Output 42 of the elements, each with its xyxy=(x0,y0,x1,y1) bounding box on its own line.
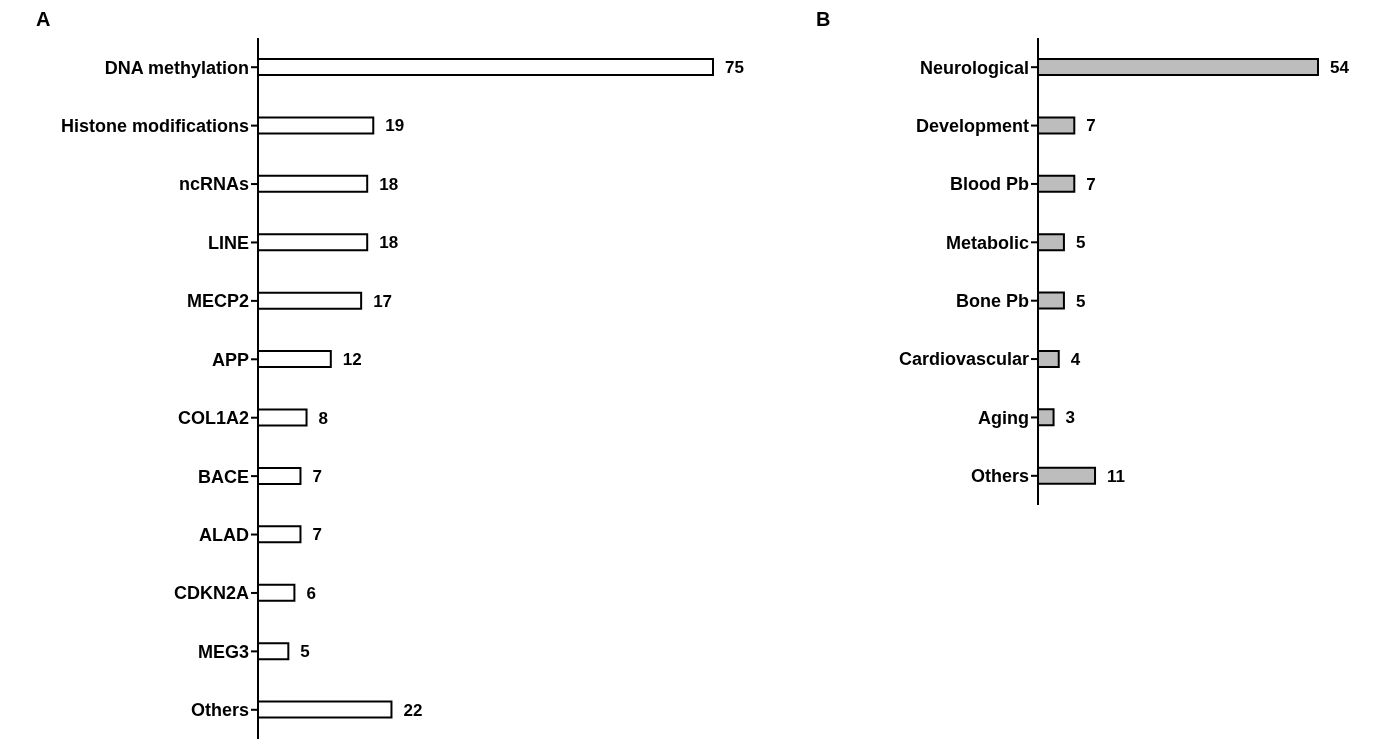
y-tick-label: MEG3 xyxy=(197,641,249,662)
data-label: 12 xyxy=(342,350,362,370)
y-tick-label: Development xyxy=(915,115,1029,136)
data-label: 5 xyxy=(300,642,310,662)
y-tick-label: BACE xyxy=(197,466,249,487)
text: B xyxy=(816,8,831,31)
y-tick-label: MECP2 xyxy=(186,291,249,312)
y-tick-label: ncRNAs xyxy=(178,174,249,195)
y-tick-label: Others xyxy=(970,466,1029,487)
data-label: 8 xyxy=(318,408,328,428)
data-label: 7 xyxy=(312,525,322,545)
y-tick-label: CDKN2A xyxy=(173,583,249,604)
y-tick-label: Metabolic xyxy=(945,232,1029,253)
y-tick-label: COL1A2 xyxy=(177,408,249,429)
y-tick-label: Others xyxy=(190,700,249,721)
data-label: 54 xyxy=(1330,58,1350,78)
data-label: 18 xyxy=(379,233,399,253)
y-tick-label: Blood Pb xyxy=(950,174,1029,195)
y-tick-label: DNA methylation xyxy=(104,57,249,78)
data-label: 6 xyxy=(306,583,316,603)
y-tick-label: LINE xyxy=(207,232,249,253)
data-label: 5 xyxy=(1075,291,1086,311)
data-label: 3 xyxy=(1065,408,1076,428)
data-label: 19 xyxy=(385,116,405,136)
data-label: 4 xyxy=(1070,349,1081,369)
y-tick-label: Cardiovascular xyxy=(898,349,1029,370)
y-tick-label: Bone Pb xyxy=(955,291,1029,312)
data-label: 22 xyxy=(403,700,423,720)
data-label: 75 xyxy=(725,58,744,78)
text: A xyxy=(36,8,51,31)
data-label: 7 xyxy=(1086,116,1096,136)
data-label: 11 xyxy=(1107,466,1126,486)
y-tick-label: ALAD xyxy=(199,524,249,545)
data-label: 5 xyxy=(1075,233,1086,253)
y-tick-label: Aging xyxy=(978,407,1029,428)
data-label: 7 xyxy=(1086,174,1096,194)
y-tick-label: Neurological xyxy=(919,57,1029,78)
data-label: 18 xyxy=(379,174,399,194)
data-label: 7 xyxy=(312,466,322,486)
data-label: 17 xyxy=(373,291,393,311)
y-tick-label: APP xyxy=(211,349,249,370)
y-tick-label: Histone modifications xyxy=(60,116,249,137)
